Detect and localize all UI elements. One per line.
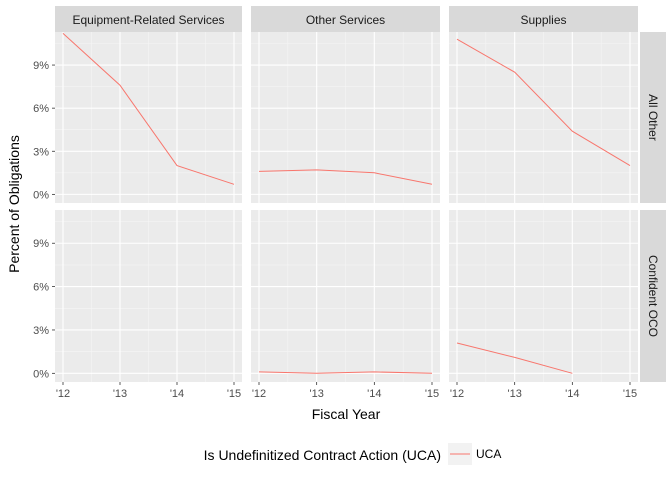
x-tick-label: '12 [252, 388, 266, 400]
series-line-uca [456, 38, 631, 167]
strip-confident-oco [640, 210, 666, 382]
panel-all-other-supplies [449, 32, 638, 203]
x-axis-title: Fiscal Year [312, 406, 381, 422]
x-tick-label: '13 [507, 388, 521, 400]
y-tick-label: 9% [33, 238, 49, 250]
strip-equipment-related-services [55, 6, 242, 32]
strip-label-other-services: Other Services [306, 13, 385, 27]
series-line-uca [258, 169, 433, 185]
y-tick-label: 0% [33, 368, 49, 380]
panel-confident-oco-supplies [449, 210, 638, 382]
y-tick-label: 3% [33, 325, 49, 337]
strip-supplies [449, 6, 638, 32]
legend-title: Is Undefinitized Contract Action (UCA) [204, 447, 441, 463]
panel-confident-oco-other-services [251, 210, 440, 382]
strip-label-all-other: All Other [646, 94, 660, 141]
y-tick-label: 0% [33, 189, 49, 201]
panel-all-other-equipment-related-services [55, 32, 242, 203]
strip-label-equipment-related-services: Equipment-Related Services [72, 13, 224, 27]
x-tick-label: '15 [623, 388, 637, 400]
legend-label-uca: UCA [476, 447, 501, 461]
panel-confident-oco-equipment-related-services [55, 210, 242, 382]
x-tick-label: '12 [450, 388, 464, 400]
x-tick-label: '15 [227, 388, 241, 400]
strip-other-services [251, 6, 440, 32]
x-tick-label: '14 [170, 388, 184, 400]
series-line-uca [62, 33, 235, 185]
strip-label-confident-oco: Confident OCO [646, 255, 660, 337]
y-axis-title: Percent of Obligations [6, 135, 22, 273]
strip-all-other [640, 32, 666, 203]
panel-all-other-other-services [251, 32, 440, 203]
x-tick-label: '14 [565, 388, 579, 400]
series-line-uca [456, 342, 573, 374]
y-tick-label: 6% [33, 103, 49, 115]
x-tick-label: '13 [113, 388, 127, 400]
y-tick-label: 3% [33, 146, 49, 158]
y-tick-label: 9% [33, 60, 49, 72]
x-tick-label: '15 [425, 388, 439, 400]
x-tick-label: '13 [309, 388, 323, 400]
series-line-uca [258, 371, 433, 374]
x-tick-label: '14 [367, 388, 381, 400]
x-tick-label: '12 [56, 388, 70, 400]
strip-label-supplies: Supplies [520, 13, 566, 27]
y-tick-label: 6% [33, 282, 49, 294]
